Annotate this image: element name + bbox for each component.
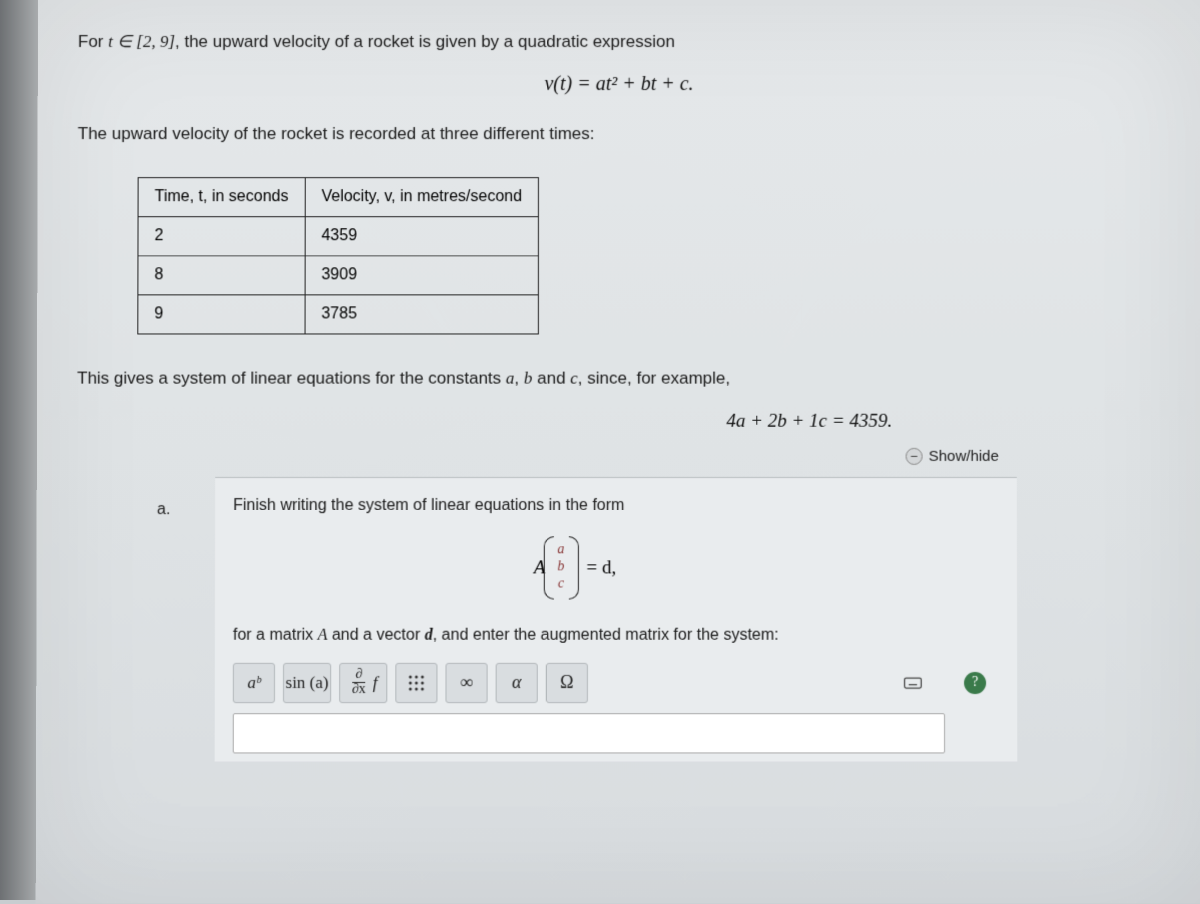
intro-pre: For [78,32,108,51]
matrix-input[interactable] [233,713,945,753]
keyboard-icon [903,672,923,692]
table-header-row: Time, t, in seconds Velocity, v, in metr… [138,178,538,217]
tool-alpha[interactable]: α [496,662,538,702]
eq-rhs: = d, [587,557,617,579]
instruction-2: for a matrix A and a vector d, and enter… [233,621,999,650]
tool-matrix[interactable] [395,662,437,702]
partial-f: f [373,672,378,692]
cell-v3: 3785 [305,295,539,334]
alpha-icon: α [512,672,521,693]
part-a: a. − Show/hide Finish writing the system… [156,477,1161,762]
system-text: This gives a system of linear equations … [77,365,1161,392]
col-velocity: Velocity, v, in metres/second [305,178,539,217]
tool-derivative[interactable]: ∂ ∂x f [339,662,387,702]
data-table: Time, t, in seconds Velocity, v, in metr… [137,178,539,335]
instr2-pre: for a matrix [233,626,318,643]
answer-panel: − Show/hide Finish writing the system of… [215,477,1018,762]
sep1: , [514,369,523,388]
var-c: c [570,369,578,388]
sep2: and [532,369,570,388]
instruction-1: Finish writing the system of linear equa… [233,492,999,521]
cell-t1: 2 [138,217,305,256]
cell-v2: 3909 [305,256,539,295]
tool-keyboard[interactable] [889,662,937,702]
infinity-icon: ∞ [460,672,473,693]
tool-trig[interactable]: sin (a) [283,662,331,702]
instr2-A: A [318,626,328,643]
intro-line1: For t ∈ [2, 9], the upward velocity of a… [78,28,1160,55]
tool-trig-label: sin (a) [286,672,329,692]
matrix-equation: A a b c = d, [534,541,999,596]
show-hide-toggle[interactable]: − Show/hide [905,447,998,464]
table-row: 8 3909 [138,256,539,295]
partial-fraction: ∂ ∂x [349,668,369,697]
math-toolbar: aᵇ sin (a) ∂ ∂x f ∞ α Ω [233,662,999,702]
cell-t2: 8 [138,256,305,295]
partial-num: ∂ [352,668,365,683]
tool-exponent-label: aᵇ [247,672,260,692]
page-left-edge [0,0,38,900]
table-row: 2 4359 [138,217,539,256]
tool-help[interactable]: ? [951,662,999,702]
vec-a: a [557,543,564,560]
help-icon: ? [964,671,986,693]
partial-den: ∂x [349,683,369,697]
table-row: 9 3785 [138,295,539,334]
tool-exponent[interactable]: aᵇ [233,662,275,702]
part-a-label: a. [157,501,170,519]
omega-icon: Ω [560,672,573,693]
column-vector: a b c [551,541,570,596]
var-a: a [506,369,515,388]
instr2-post: , and enter the augmented matrix for the… [433,626,779,643]
system-pre: This gives a system of linear equations … [77,369,506,388]
tool-omega[interactable]: Ω [546,662,588,702]
velocity-equation: v(t) = at² + bt + c. [78,73,1160,96]
matrix-icon [407,673,425,691]
tool-infinity[interactable]: ∞ [445,662,487,702]
intro-line2: The upward velocity of the rocket is rec… [78,120,1161,147]
col-time-label: Time, t, in seconds [155,189,289,206]
question-page: For t ∈ [2, 9], the upward velocity of a… [36,0,1200,904]
var-b: b [524,369,533,388]
vec-c: c [558,576,564,593]
col-velocity-label: Velocity, v, in metres/second [321,189,522,206]
col-time: Time, t, in seconds [138,178,305,217]
vec-b: b [557,559,564,576]
intro-interval: t ∈ [2, 9] [108,32,175,51]
collapse-icon: − [905,447,922,464]
show-hide-label: Show/hide [929,447,999,464]
example-equation: 4a + 2b + 1c = 4359. [458,410,1161,432]
intro-post: , the upward velocity of a rocket is giv… [175,32,675,51]
system-post: , since, for example, [578,369,730,388]
cell-t3: 9 [138,295,305,334]
instr2-mid: and a vector [327,626,424,643]
cell-v1: 4359 [305,217,539,256]
